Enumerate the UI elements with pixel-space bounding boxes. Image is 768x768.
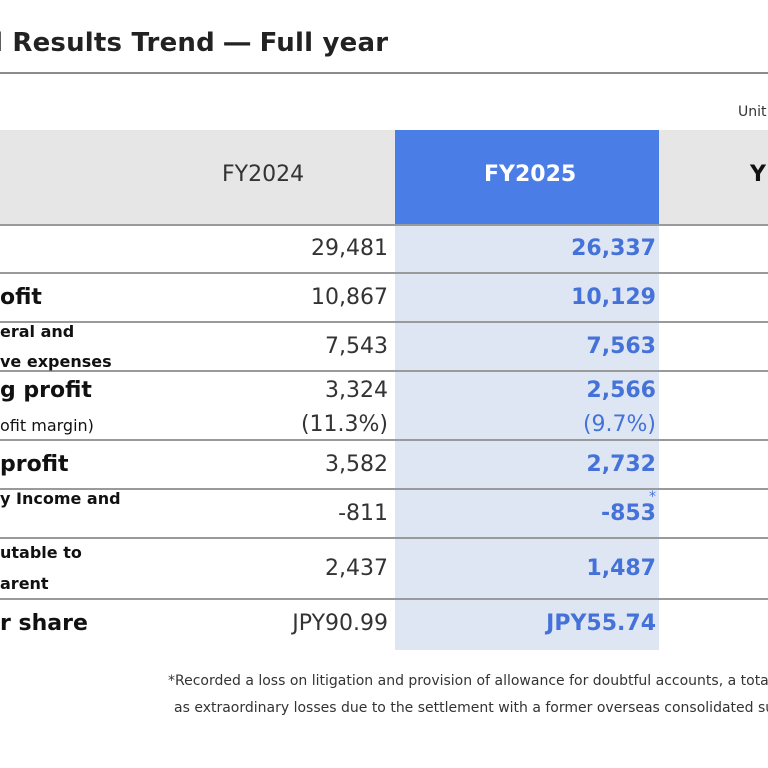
row-label: r share [0, 611, 88, 636]
footnote-line2: as extraordinary losses due to the settl… [174, 700, 768, 716]
page-title: l Results Trend ― Full year [0, 28, 389, 58]
header-fy2024: FY2024 [222, 162, 305, 187]
row-label: y Income and [0, 489, 121, 508]
header-fy2025: FY2025 [484, 162, 577, 187]
cell-fy2024: 7,543 [325, 334, 388, 359]
row-label: utable to [0, 543, 82, 562]
cell-fy2025: JPY55.74 [546, 611, 656, 636]
row-label: ofit [0, 285, 42, 310]
row-divider [0, 537, 768, 539]
cell-fy2025: 7,563 [586, 334, 656, 359]
cell-fy2024: 10,867 [311, 285, 388, 310]
row-label: g profit [0, 378, 92, 403]
fy2025-header-cell [395, 130, 659, 225]
title-divider [0, 72, 768, 74]
row-divider [0, 598, 768, 600]
row-divider [0, 370, 768, 372]
row-divider [0, 439, 768, 441]
cell-fy2025: 26,337 [571, 236, 656, 261]
cell-fy2025: 2,566 [586, 378, 656, 403]
cell-fy2024-margin: (11.3%) [300, 412, 388, 437]
row-sub-label: ofit margin) [0, 416, 94, 435]
row-divider [0, 224, 768, 226]
row-label: eral and [0, 322, 75, 341]
cell-fy2024: -811 [338, 501, 388, 526]
cell-fy2024: 3,324 [325, 378, 388, 403]
row-label-line2: arent [0, 574, 49, 593]
row-divider [0, 321, 768, 323]
cell-fy2024: 2,437 [325, 556, 388, 581]
fy2025-highlight-column [395, 225, 659, 650]
cell-fy2025: 1,487 [586, 556, 656, 581]
row-label-line2: ve expenses [0, 352, 112, 371]
cell-fy2025: 2,732 [586, 452, 656, 477]
row-divider [0, 488, 768, 490]
row-label: profit [0, 452, 69, 477]
footnote-marker: * [649, 489, 656, 505]
cell-fy2024: JPY90.99 [292, 611, 388, 636]
cell-fy2024: 3,582 [325, 452, 388, 477]
header-yoy: Y [750, 162, 766, 187]
cell-fy2024: 29,481 [311, 236, 388, 261]
cell-fy2025: 10,129 [571, 285, 656, 310]
cell-fy2025-margin: (9.7%) [582, 412, 656, 437]
cell-fy2025: -853 [600, 501, 656, 526]
unit-note: Unit [738, 104, 767, 120]
row-divider [0, 272, 768, 274]
footnote-line1: *Recorded a loss on litigation and provi… [168, 673, 768, 689]
